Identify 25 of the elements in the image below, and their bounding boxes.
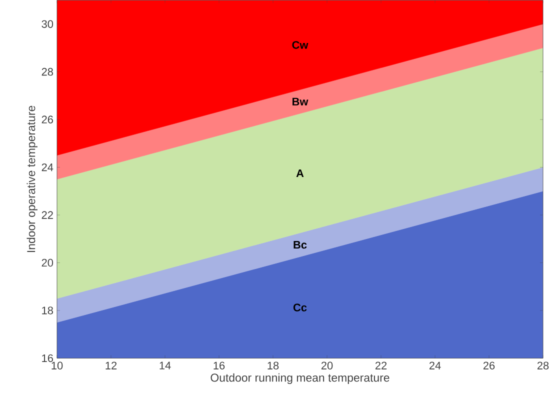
x-tick-label: 24	[429, 362, 441, 370]
y-tick-label: 16	[42, 354, 53, 362]
series-label: Cw	[292, 40, 308, 49]
y-tick-label: 18	[42, 306, 53, 314]
x-tick-label: 16	[214, 362, 225, 370]
y-tick-label: 30	[42, 20, 54, 28]
series-label: Cc	[293, 304, 307, 312]
y-tick-label: 28	[42, 68, 53, 76]
x-tick-label: 10	[52, 362, 63, 370]
x-tick-label: 14	[160, 362, 171, 370]
y-axis-title: Indoor operative temperature	[26, 106, 38, 252]
y-tick-label: 26	[42, 116, 53, 124]
x-tick-label: 26	[483, 362, 495, 370]
series-label: Bc	[294, 240, 307, 249]
x-tick-label: 22	[375, 362, 387, 370]
y-tick-label: 22	[42, 211, 53, 219]
x-axis-title: Outdoor running mean temperature	[210, 373, 390, 384]
series-label: A	[296, 169, 304, 177]
series-label: Bw	[292, 98, 308, 106]
x-tick-label: 28	[537, 362, 549, 370]
y-tick-label: 20	[42, 258, 54, 267]
x-tick-label: 20	[321, 362, 333, 370]
y-tick-label: 24	[42, 163, 54, 171]
x-tick-label: 18	[268, 362, 279, 370]
x-tick-label: 12	[106, 362, 117, 370]
